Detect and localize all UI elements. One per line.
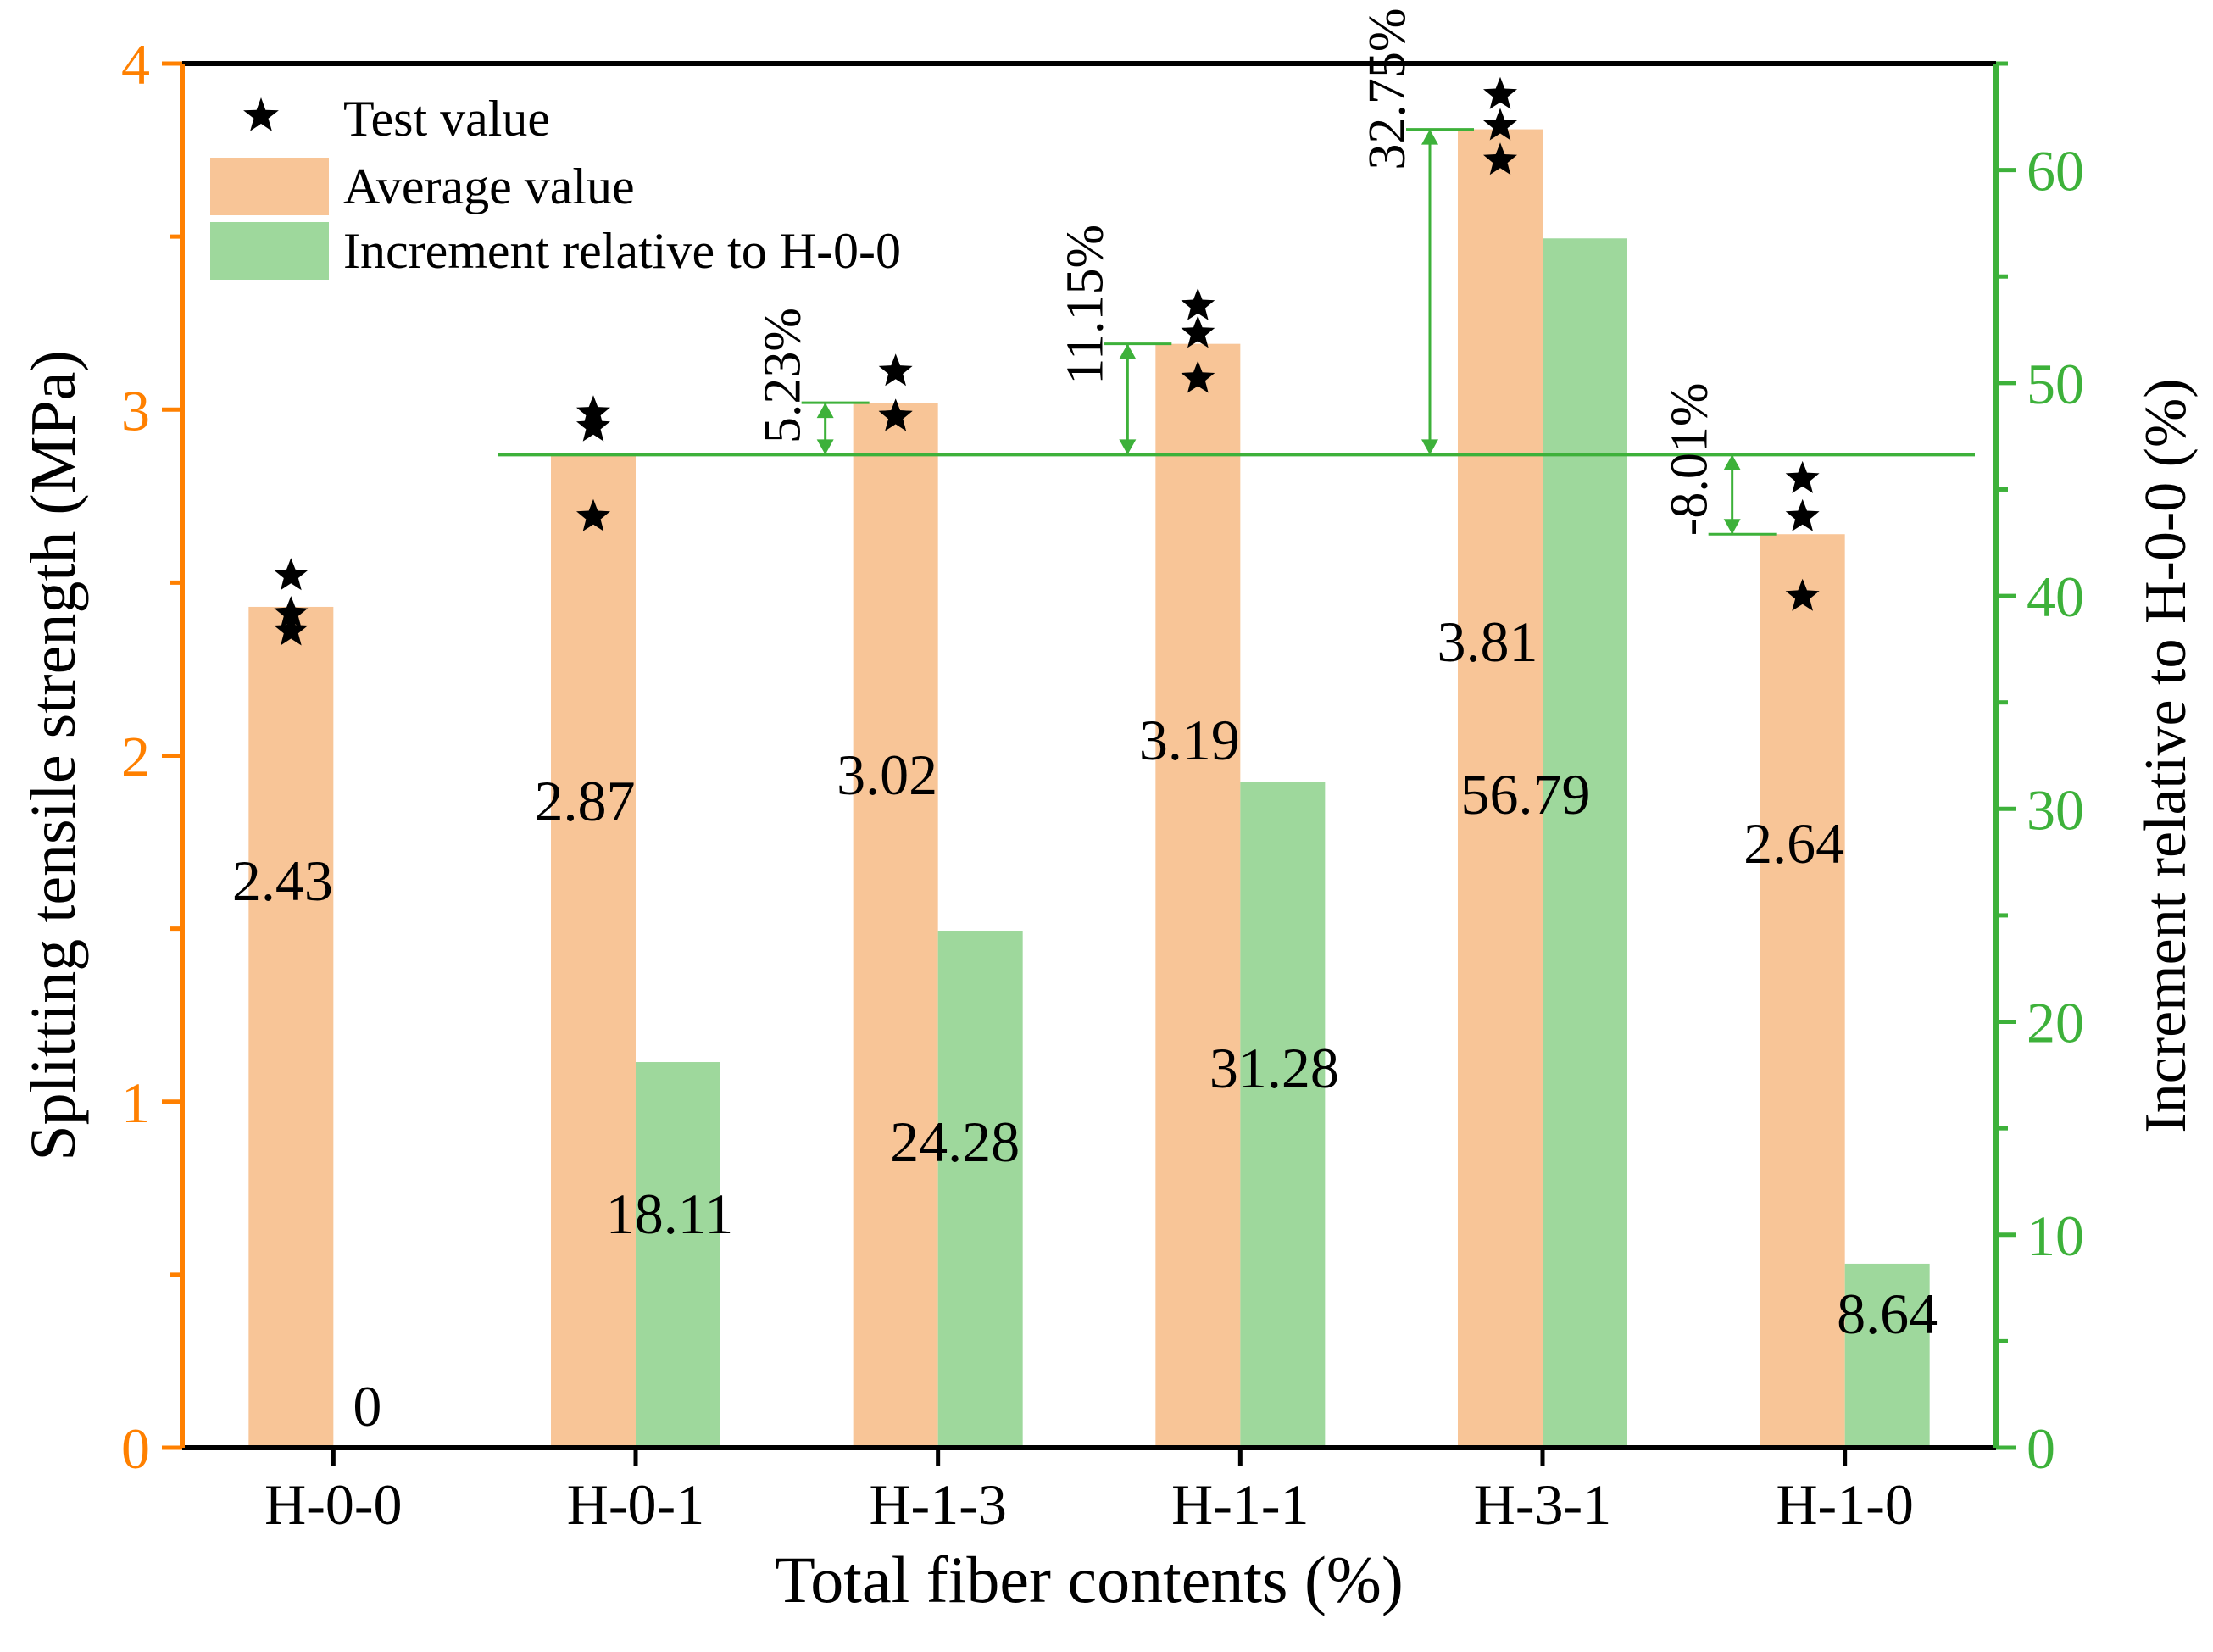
increment-annotations: 5.23% 11.15% 32.75% -8.01% bbox=[498, 8, 1975, 536]
annotation-arrowhead-top-H-1-3 bbox=[816, 403, 834, 419]
legend-swatch-increment bbox=[210, 222, 329, 280]
increment-label-H-0-1: 18.11 bbox=[606, 1182, 733, 1246]
left-tick-label-2: 2 bbox=[121, 725, 150, 789]
annotation-arrowhead-top-H-1-0 bbox=[1723, 454, 1741, 470]
test-value-star-H-1-0-3 bbox=[1785, 578, 1820, 611]
test-value-star-H-1-1-1 bbox=[1181, 287, 1215, 320]
test-value-star-H-1-1-2 bbox=[1181, 315, 1215, 348]
average-bar-H-0-1 bbox=[551, 454, 636, 1448]
average-bar-H-3-1 bbox=[1458, 129, 1543, 1448]
test-value-star-H-1-0-2 bbox=[1785, 498, 1820, 531]
x-tick-label-H-1-3: H-1-3 bbox=[869, 1472, 1006, 1537]
test-value-star-H-3-1-3 bbox=[1483, 142, 1517, 175]
x-tick-label-H-0-0: H-0-0 bbox=[264, 1472, 402, 1537]
increment-bar-H-3-1 bbox=[1543, 238, 1627, 1448]
average-bar-H-1-3 bbox=[853, 403, 938, 1449]
increment-label-H-1-3: 24.28 bbox=[890, 1110, 1020, 1174]
right-axis-title: Increment relative to H-0-0 (%) bbox=[2133, 378, 2199, 1132]
average-label-H-1-0: 2.64 bbox=[1743, 811, 1844, 876]
increment-label-H-1-1: 31.28 bbox=[1209, 1036, 1339, 1100]
annotation-arrowhead-bottom-H-1-3 bbox=[816, 439, 834, 455]
test-value-star-H-3-1-2 bbox=[1483, 108, 1517, 141]
average-label-H-1-3: 3.02 bbox=[837, 743, 937, 807]
left-tick-label-4: 4 bbox=[121, 32, 150, 97]
annotation-label-H-3-1: 32.75% bbox=[1359, 8, 1416, 170]
legend-label-increment: Increment relative to H-0-0 bbox=[343, 223, 901, 279]
average-label-H-1-1: 3.19 bbox=[1139, 708, 1240, 772]
annotation-arrowhead-bottom-H-1-1 bbox=[1119, 439, 1137, 455]
right-tick-label-50: 50 bbox=[2027, 352, 2084, 416]
increment-bar-H-1-3 bbox=[937, 931, 1023, 1448]
right-tick-label-0: 0 bbox=[2027, 1416, 2055, 1481]
legend-label-average-value: Average value bbox=[343, 159, 635, 214]
increment-label-H-0-0: 0 bbox=[353, 1374, 381, 1438]
increment-bar-H-1-1 bbox=[1240, 782, 1326, 1448]
average-label-H-0-1: 2.87 bbox=[535, 769, 636, 833]
annotation-arrowhead-top-H-3-1 bbox=[1421, 129, 1438, 145]
increment-label-H-3-1: 56.79 bbox=[1461, 762, 1591, 826]
increment-bar-H-0-1 bbox=[636, 1062, 720, 1448]
legend: Test value Average value Increment relativ… bbox=[210, 91, 901, 280]
legend-label-test-value: Test value bbox=[343, 91, 550, 147]
average-label-H-3-1: 3.81 bbox=[1437, 609, 1538, 674]
x-tick-label-H-3-1: H-3-1 bbox=[1474, 1472, 1611, 1537]
x-tick-label-H-1-1: H-1-1 bbox=[1171, 1472, 1309, 1537]
right-tick-label-20: 20 bbox=[2027, 991, 2084, 1055]
left-tick-label-1: 1 bbox=[121, 1071, 150, 1135]
right-tick-label-30: 30 bbox=[2027, 777, 2084, 842]
right-tick-label-60: 60 bbox=[2027, 139, 2084, 203]
x-tick-label-H-1-0: H-1-0 bbox=[1776, 1472, 1913, 1537]
annotation-label-H-1-1: 11.15% bbox=[1056, 225, 1114, 385]
x-tick-label-H-0-1: H-0-1 bbox=[567, 1472, 704, 1537]
test-value-star-H-1-3-1 bbox=[878, 353, 913, 387]
average-bar-H-0-0 bbox=[248, 606, 334, 1448]
test-value-star-H-1-3-3 bbox=[878, 398, 913, 431]
average-bar-H-1-1 bbox=[1155, 343, 1241, 1448]
right-tick-label-10: 10 bbox=[2027, 1204, 2084, 1268]
data-labels: 2.43 0 2.87 18.11 3.02 24.28 3.19 31.28 3.81 56.7… bbox=[232, 609, 1938, 1438]
test-value-star-H-1-0-1 bbox=[1785, 460, 1820, 493]
test-value-star-H-0-0-3 bbox=[274, 613, 309, 646]
test-value-markers bbox=[274, 76, 1820, 646]
left-tick-label-3: 3 bbox=[121, 378, 150, 442]
left-axis-title: Splitting tensile strength (MPa) bbox=[18, 350, 89, 1160]
test-value-star-H-0-0-2 bbox=[274, 596, 309, 629]
left-tick-label-0: 0 bbox=[121, 1416, 150, 1481]
bar-group bbox=[248, 129, 1930, 1449]
annotation-arrowhead-bottom-H-1-0 bbox=[1723, 519, 1741, 535]
test-value-star-H-1-1-3 bbox=[1181, 360, 1215, 393]
right-tick-label-40: 40 bbox=[2027, 565, 2084, 629]
test-value-star-H-0-0-1 bbox=[274, 558, 309, 591]
increment-bar-H-1-0 bbox=[1844, 1263, 1930, 1448]
test-value-star-H-0-1-2 bbox=[576, 409, 610, 442]
legend-swatch-average bbox=[210, 158, 329, 215]
annotation-arrowhead-top-H-1-1 bbox=[1119, 343, 1137, 359]
annotation-label-H-1-0: -8.01% bbox=[1661, 382, 1719, 536]
legend-star-icon bbox=[243, 97, 279, 131]
average-bar-H-1-0 bbox=[1760, 534, 1845, 1448]
annotation-label-H-1-3: 5.23% bbox=[754, 308, 812, 443]
test-value-star-H-0-1-3 bbox=[576, 498, 610, 531]
increment-label-H-1-0: 8.64 bbox=[1837, 1282, 1938, 1346]
annotation-arrowhead-bottom-H-3-1 bbox=[1421, 439, 1438, 455]
x-axis-title: Total fiber contents (%) bbox=[775, 1543, 1404, 1616]
average-label-H-0-0: 2.43 bbox=[232, 848, 333, 913]
test-value-star-H-3-1-1 bbox=[1483, 76, 1517, 109]
